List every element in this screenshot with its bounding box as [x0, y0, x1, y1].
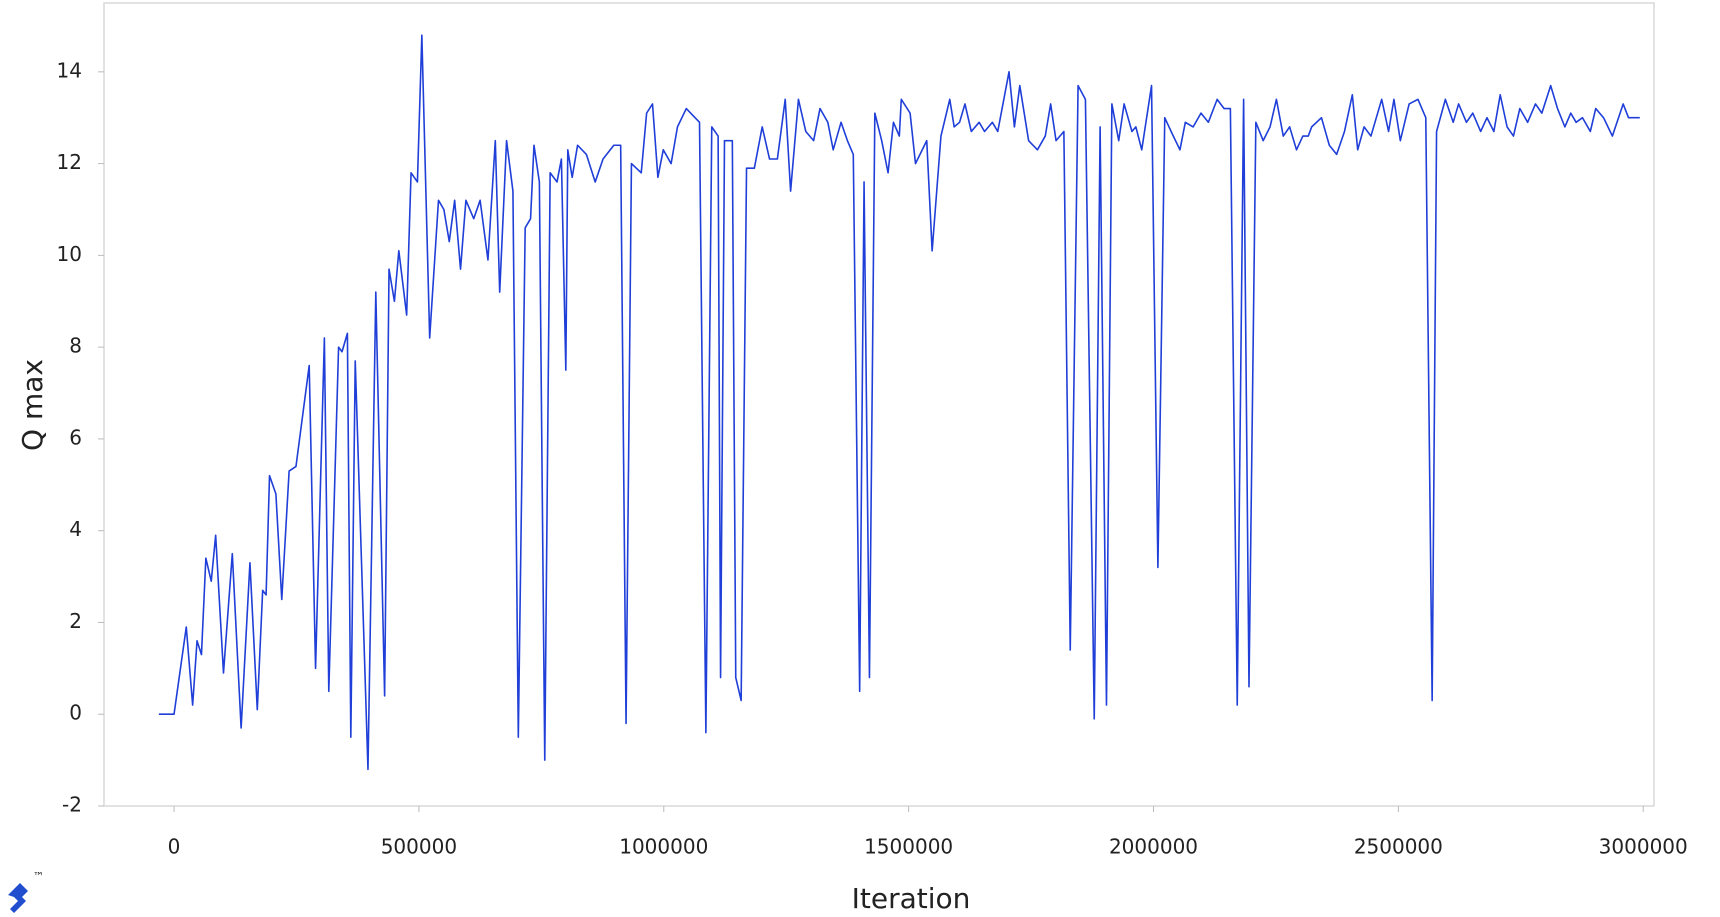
x-tick-label: 1500000 — [864, 835, 953, 859]
line — [158, 34, 1640, 771]
plot-frame — [103, 2, 1655, 807]
x-tick-label: 1000000 — [619, 835, 708, 859]
x-tick-label: 0 — [168, 835, 181, 859]
y-tick-label: 4 — [69, 517, 82, 541]
trademark: ™ — [33, 870, 44, 883]
x-tick-label: 500000 — [381, 835, 457, 859]
y-tick-label: 12 — [57, 150, 82, 174]
x-tick-label: 3000000 — [1599, 835, 1688, 859]
x-axis-title: Iteration — [852, 882, 971, 915]
y-tick-label: 10 — [57, 242, 82, 266]
y-tick-label: 0 — [69, 701, 82, 725]
y-axis-title: Q max — [16, 359, 49, 451]
logo-mark — [8, 883, 28, 913]
x-tick-label: 2000000 — [1109, 835, 1198, 859]
y-tick-label: 14 — [57, 58, 82, 82]
y-tick-label: 2 — [69, 609, 82, 633]
y-tick-label: 6 — [69, 425, 82, 449]
x-tick-label: 2500000 — [1354, 835, 1443, 859]
y-tick-label: -2 — [62, 793, 82, 817]
y-tick-label: 8 — [69, 334, 82, 358]
logo — [8, 883, 28, 913]
